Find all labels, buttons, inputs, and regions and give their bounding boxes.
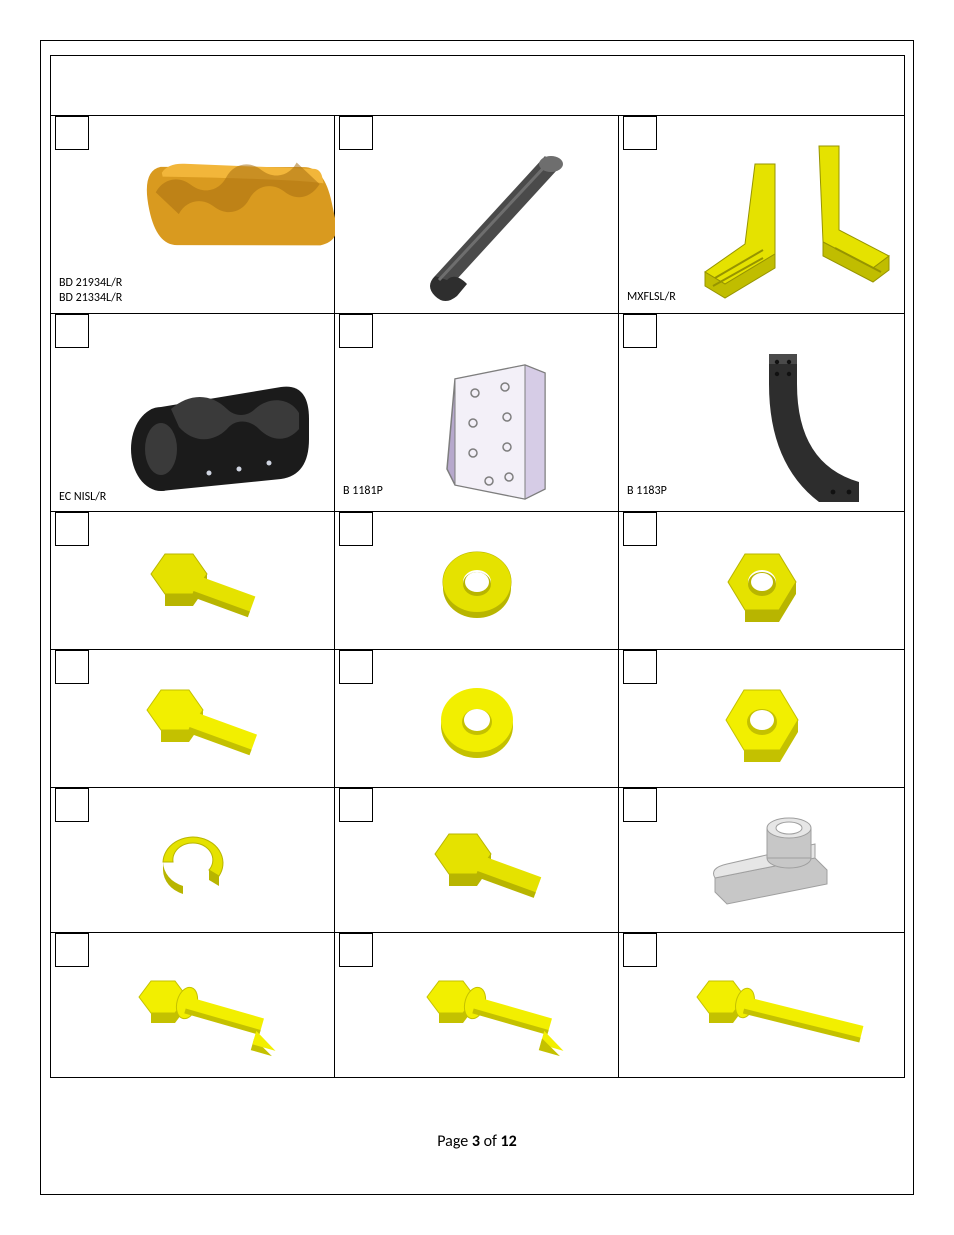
cell-r6c1 xyxy=(51,933,335,1078)
cell-r1c3: MXFLSL/R xyxy=(619,116,905,314)
part-endcap-black xyxy=(51,314,334,511)
cell-r4c1 xyxy=(51,650,335,788)
part-bracket-purple xyxy=(335,314,618,511)
part-flap-yellow-pair xyxy=(619,116,904,313)
part-nut xyxy=(619,512,904,649)
cell-r3c3 xyxy=(619,512,905,650)
cell-r3c2 xyxy=(335,512,619,650)
part-bolt xyxy=(51,650,334,787)
part-bolt xyxy=(51,512,334,649)
part-bolt xyxy=(335,788,618,932)
part-washer xyxy=(335,650,618,787)
cell-r6c2 xyxy=(335,933,619,1078)
part-selfdrill xyxy=(51,933,334,1077)
cell-r2c3: B 1183P xyxy=(619,314,905,512)
part-label: BD 21934L/R BD 21334L/R xyxy=(59,276,122,306)
part-clipnut xyxy=(619,788,904,932)
cell-r5c2 xyxy=(335,788,619,933)
part-label: B 1183P xyxy=(627,484,667,499)
cell-r6c3 xyxy=(619,933,905,1078)
part-bolt-long xyxy=(619,933,904,1077)
part-seal-grey xyxy=(335,116,618,313)
part-label: B 1181P xyxy=(343,484,383,499)
part-washer xyxy=(335,512,618,649)
cell-r2c1: EC NISL/R xyxy=(51,314,335,512)
part-label: MXFLSL/R xyxy=(627,290,676,305)
cell-r2c2: B 1181P xyxy=(335,314,619,512)
cell-r5c1 xyxy=(51,788,335,933)
part-label: EC NISL/R xyxy=(59,490,106,505)
part-splitwasher xyxy=(51,788,334,932)
part-selfdrill xyxy=(335,933,618,1077)
parts-grid: BD 21934L/R BD 21334L/R xyxy=(50,55,905,1078)
page-number: Page 3 of 12 xyxy=(0,1132,954,1151)
cell-r4c2 xyxy=(335,650,619,788)
part-lbracket-dark xyxy=(619,314,904,511)
cell-r5c3 xyxy=(619,788,905,933)
cell-r1c2 xyxy=(335,116,619,314)
part-nut xyxy=(619,650,904,787)
cell-r4c3 xyxy=(619,650,905,788)
cell-r3c1 xyxy=(51,512,335,650)
cell-r1c1: BD 21934L/R BD 21334L/R xyxy=(51,116,335,314)
